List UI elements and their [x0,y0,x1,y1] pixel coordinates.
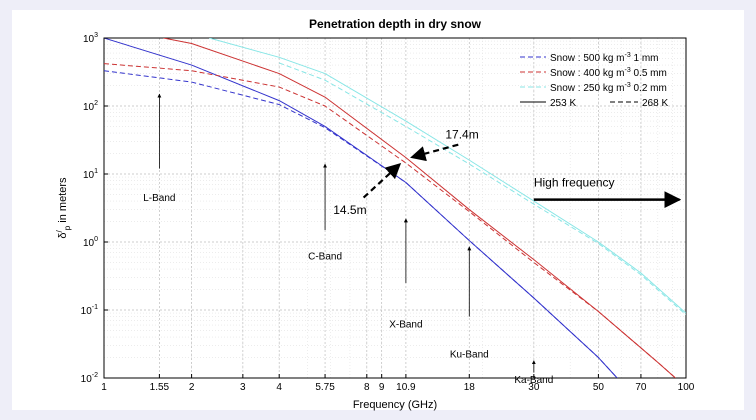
annotation-label: Ka-Band [514,375,553,386]
series-group [104,38,686,378]
x-tick-label: 8 [364,382,370,393]
chart-title: Penetration depth in dry snow [309,17,482,31]
x-tick-label: 2 [189,382,195,393]
depth-arrow-268k [362,163,402,199]
y-tick-label: 102 [83,100,98,113]
annotation-label: C-Band [308,252,342,263]
annotation-label: 14.5m [333,203,366,217]
annotations: L-Band C-Band X-Band Ku-Band Ka-Band 17.4m 14.… [143,93,682,386]
y-axis-label: δ/p in meters [55,177,72,239]
legend-label: Snow : 250 kg m-3 0.2 mm [550,82,667,94]
y-tick-label: 103 [83,32,98,45]
legend: Snow : 500 kg m-3 1 mm Snow : 400 kg m-3 … [520,52,668,109]
y-tick-label: 101 [83,168,98,181]
series-line [163,38,676,378]
x-tick-label: 70 [635,382,647,393]
annotation-label: Ku-Band [450,350,489,361]
series-line [104,38,618,378]
x-tick-label: 18 [464,382,476,393]
x-tick-label: 3 [240,382,246,393]
depth-arrow-253k [410,143,459,162]
x-tick-label: 1.55 [150,382,170,393]
y-tick-label: 100 [83,236,98,249]
annotation-label: 17.4m [445,128,478,142]
legend-label: 253 K [550,98,576,109]
series-line [209,38,686,314]
legend-label: 268 K [642,98,668,109]
legend-label: Snow : 500 kg m-3 1 mm [550,52,659,64]
figure-background [12,10,744,410]
x-tick-label: 9 [379,382,385,393]
x-tick-label: 1 [101,382,107,393]
y-tick-label: 10-2 [81,372,98,385]
axes: 1 1.55 2 3 4 5.75 8 9 10.9 18 30 50 70 100 10-2 10-1 100… [81,32,695,393]
x-tick-label: 100 [678,382,695,393]
annotation-label: X-Band [389,320,422,331]
x-tick-label: 5.75 [315,382,335,393]
plot-area-border [103,37,687,379]
y-tick-label: 10-1 [81,304,98,317]
x-tick-label: 10.9 [396,382,416,393]
annotation-label: High frequency [534,176,615,190]
x-axis-label: Frequency (GHz) [353,399,437,411]
series-line [104,70,618,378]
annotation-label: L-Band [143,193,175,204]
x-tick-label: 30 [528,382,540,393]
series-line [104,63,676,378]
series-line [279,62,686,316]
x-tick-label: 4 [276,382,282,393]
x-tick-label: 50 [593,382,605,393]
legend-label: Snow : 400 kg m-3 0.5 mm [550,67,667,79]
